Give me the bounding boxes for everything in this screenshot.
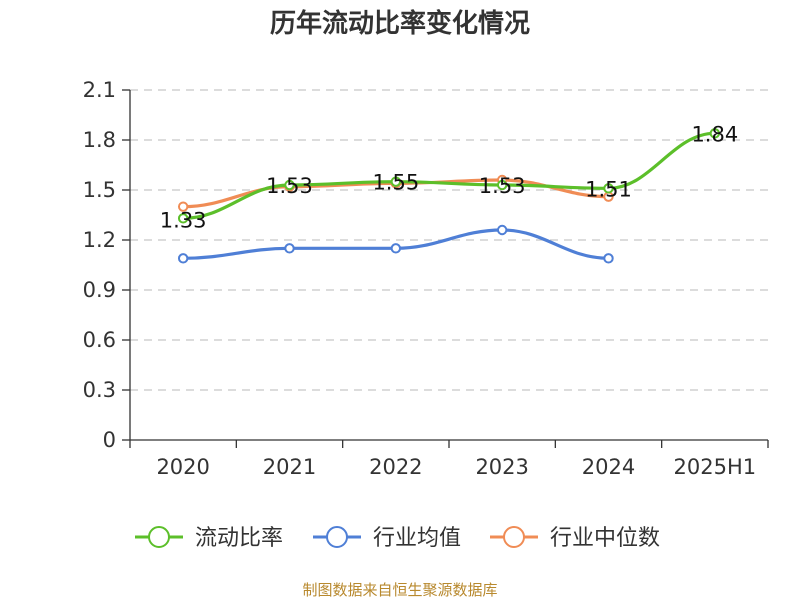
chart-title: 历年流动比率变化情况	[270, 8, 530, 39]
data-label: 1.53	[266, 174, 313, 198]
data-labels: 1.33 1.53 1.55 1.53 1.51 1.84	[160, 122, 738, 232]
legend[interactable]: 流动比率 行业均值 行业中位数	[135, 526, 660, 551]
data-point-s0-0	[177, 213, 189, 224]
data-point-s1-3	[496, 224, 508, 236]
data-label: 1.84	[691, 122, 738, 146]
data-point-s0-5	[709, 128, 721, 139]
data-label: 1.33	[160, 208, 207, 232]
data-label: 1.55	[372, 171, 419, 195]
x-tick-label: 2023	[475, 455, 528, 479]
series-line-0	[183, 131, 715, 220]
axes: 0 0.3 0.6 0.9 1.2 1.5 1.8 2.1 2020 2021 2022 2023 20…	[83, 78, 769, 479]
data-point-s1-0	[177, 253, 189, 264]
data-point-s1-1	[284, 243, 295, 254]
legend-label-2: 行业中位数	[550, 526, 660, 551]
x-tick-label: 2025H1	[674, 455, 757, 479]
y-tick-label: 0.6	[83, 328, 116, 352]
data-point-s0-4	[603, 183, 614, 194]
x-tick-label: 2022	[369, 455, 422, 479]
y-tick-label: 1.5	[83, 178, 116, 202]
legend-marker-1	[326, 526, 348, 548]
legend-marker-2	[503, 526, 525, 548]
data-label: 1.53	[479, 174, 526, 198]
x-tick-label: 2020	[156, 455, 209, 479]
legend-label-1: 行业均值	[373, 526, 461, 551]
legend-marker-0	[148, 526, 170, 548]
data-point-s0-3	[496, 179, 508, 191]
x-tick-label: 2021	[263, 455, 316, 479]
y-tick-label: 1.2	[83, 228, 116, 252]
data-point-s2-0	[177, 201, 189, 212]
x-tick-label: 2024	[582, 455, 635, 479]
y-tick-label: 0	[103, 428, 116, 452]
y-tick-label: 0.3	[83, 378, 116, 402]
y-tick-label: 0.9	[83, 278, 116, 302]
y-tick-label: 2.1	[83, 78, 116, 102]
series-group	[177, 128, 721, 264]
legend-label-0: 流动比率	[195, 526, 283, 551]
data-point-s0-2	[390, 176, 402, 187]
y-tick-label: 1.8	[83, 128, 116, 152]
source-note: 制图数据来自恒生聚源数据库	[302, 581, 497, 599]
data-point-s0-1	[284, 179, 295, 191]
data-point-s1-4	[603, 253, 614, 264]
data-label: 1.51	[585, 177, 632, 201]
data-point-s1-2	[390, 243, 402, 254]
